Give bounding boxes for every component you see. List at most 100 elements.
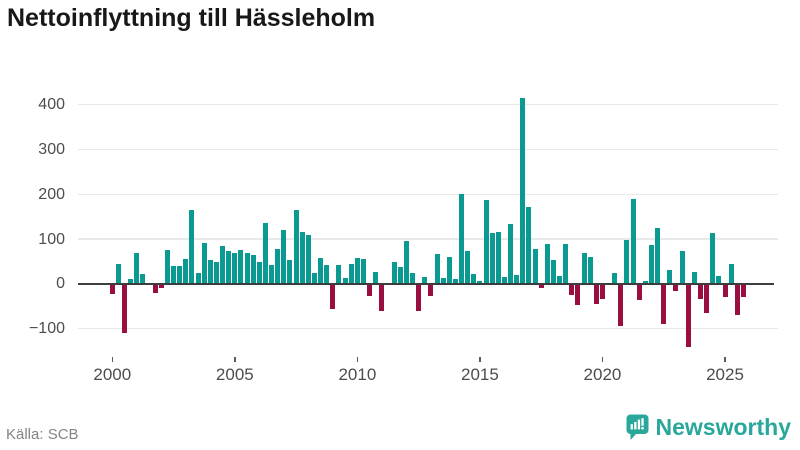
bar-positive — [262, 223, 268, 284]
gridline — [78, 238, 778, 240]
bar-negative — [599, 283, 605, 300]
newsworthy-bubble-chart-icon — [626, 414, 649, 440]
bar-positive — [354, 257, 360, 284]
bar-positive — [452, 279, 458, 284]
bar-positive — [177, 265, 183, 284]
bar-positive — [115, 263, 121, 284]
gridline — [78, 148, 778, 151]
bar-positive — [550, 260, 556, 284]
bar-positive — [624, 240, 630, 284]
y-axis-label: 0 — [56, 275, 65, 293]
x-axis-tick — [356, 357, 359, 362]
bar-positive — [710, 233, 716, 284]
bar-positive — [612, 273, 618, 284]
gridline — [78, 103, 778, 106]
bar-positive — [526, 206, 532, 284]
bar-positive — [716, 276, 722, 284]
bar-positive — [403, 241, 409, 284]
bar-negative — [330, 283, 336, 309]
bar-positive — [655, 227, 661, 284]
bar-positive — [397, 267, 403, 284]
bar-negative — [152, 283, 158, 294]
bar-negative — [661, 283, 667, 325]
chart-title: Nettoinflyttning till Hässleholm — [7, 4, 376, 32]
y-axis-label: −100 — [28, 320, 65, 338]
bar-negative — [734, 283, 740, 316]
newsworthy-wordmark: Newsworthy — [655, 414, 791, 440]
x-axis-tick — [601, 357, 604, 362]
x-axis-label: 2025 — [706, 365, 744, 384]
bar-positive — [532, 248, 538, 284]
y-axis-label: 400 — [38, 96, 65, 114]
bar-positive — [459, 194, 465, 284]
x-axis-tick — [111, 357, 114, 362]
bar-positive — [275, 249, 281, 284]
bar-negative — [673, 283, 679, 292]
bar-positive — [220, 246, 226, 284]
bar-positive — [256, 261, 262, 284]
bar-positive — [446, 257, 452, 284]
bar-negative — [416, 283, 422, 311]
y-axis-label: 200 — [38, 185, 65, 203]
bar-positive — [318, 258, 324, 284]
bar-positive — [269, 265, 275, 284]
bar-negative — [158, 283, 164, 289]
zero-baseline — [78, 282, 774, 286]
bar-positive — [299, 232, 305, 284]
gridline — [78, 327, 778, 330]
bar-positive — [667, 270, 673, 284]
bar-positive — [501, 277, 507, 284]
bar-positive — [648, 245, 654, 284]
bar-negative — [618, 283, 624, 326]
y-axis-label: 300 — [38, 141, 65, 158]
bar-positive — [391, 261, 397, 284]
bar-negative — [569, 283, 575, 295]
bar-positive — [293, 209, 299, 284]
bar-positive — [336, 265, 342, 284]
bar-positive — [544, 244, 550, 284]
x-axis-label: 2015 — [460, 365, 499, 384]
bar-positive — [477, 280, 483, 284]
bar-positive — [311, 273, 317, 284]
y-axis-label: 100 — [38, 230, 65, 248]
x-axis-label: 2020 — [583, 365, 622, 384]
bar-positive — [373, 271, 379, 284]
bar-positive — [238, 250, 244, 284]
bar-positive — [281, 230, 287, 284]
gridline — [78, 193, 778, 196]
bar-positive — [563, 244, 569, 284]
bar-positive — [195, 273, 201, 284]
bar-positive — [171, 265, 177, 284]
x-axis-tick — [234, 357, 236, 362]
x-axis-tick — [724, 357, 726, 362]
x-axis-label: 2005 — [215, 365, 254, 384]
x-axis-label: 2000 — [93, 365, 132, 384]
newsworthy-logo[interactable]: Newsworthy — [626, 414, 791, 441]
bar-positive — [189, 209, 195, 284]
bar-positive — [471, 274, 477, 284]
bar-positive — [207, 260, 213, 284]
bar-positive — [508, 224, 514, 284]
bar-negative — [428, 283, 434, 297]
bar-negative — [593, 283, 599, 304]
bar-positive — [691, 272, 697, 284]
source-caption: Källa: SCB — [6, 426, 79, 443]
bar-positive — [342, 277, 348, 284]
bar-negative — [367, 283, 373, 296]
bar-positive — [213, 261, 219, 284]
bar-positive — [201, 242, 207, 284]
bar-negative — [109, 283, 115, 294]
bar-negative — [697, 283, 703, 299]
bar-positive — [324, 265, 330, 284]
bar-positive — [250, 254, 256, 284]
bar-negative — [685, 283, 691, 347]
bar-positive — [305, 234, 311, 284]
bar-negative — [575, 283, 581, 305]
bar-positive — [422, 277, 428, 284]
x-axis-tick — [479, 357, 481, 362]
bar-positive — [128, 279, 134, 284]
bar-positive — [440, 278, 446, 284]
bar-positive — [244, 252, 250, 284]
